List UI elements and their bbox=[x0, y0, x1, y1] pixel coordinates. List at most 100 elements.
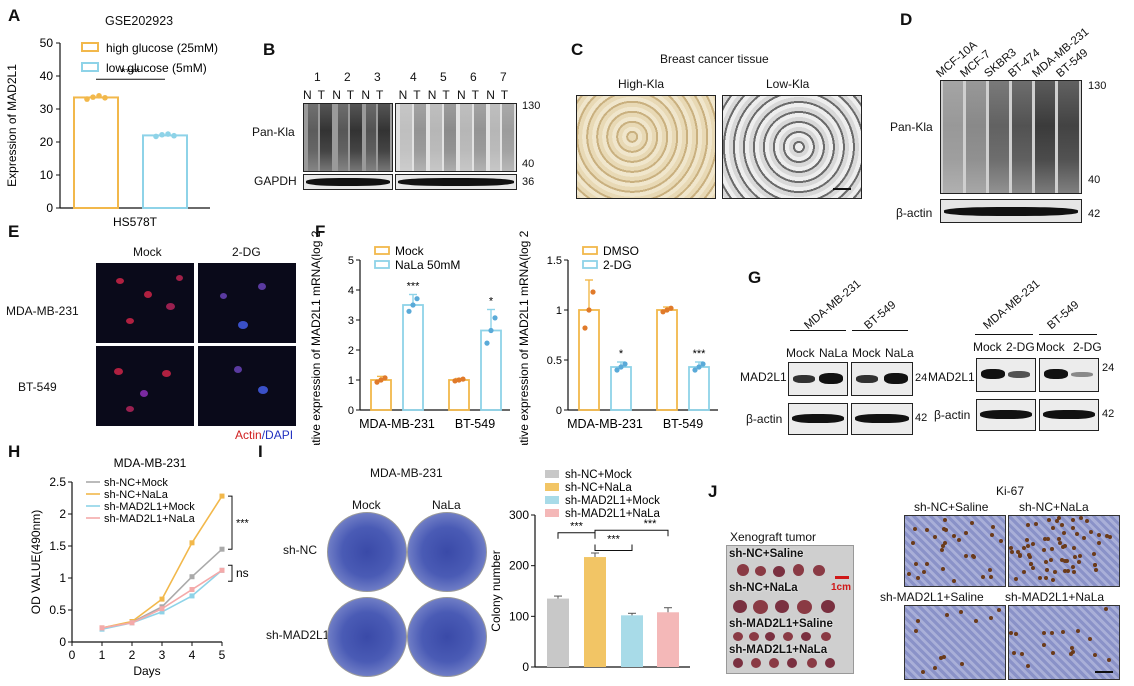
panel-g-right-line-bt549: BT-549 bbox=[1045, 298, 1082, 332]
data-point bbox=[582, 325, 588, 331]
y-tick-label: 1 bbox=[556, 305, 562, 317]
panel-e-image-bt549-mock bbox=[96, 346, 194, 426]
y-tick-label: 2.5 bbox=[49, 475, 66, 489]
bar bbox=[448, 379, 470, 411]
y-tick-label: 1 bbox=[348, 375, 354, 387]
data-point bbox=[456, 377, 462, 383]
ki67-positive-nucleus bbox=[1049, 558, 1053, 562]
y-tick-label: 2 bbox=[59, 507, 66, 521]
ki67-positive-nucleus bbox=[945, 613, 949, 617]
y-tick-label: 4 bbox=[348, 285, 354, 297]
ki67-positive-nucleus bbox=[970, 521, 974, 525]
panel-i-chart: 0 100 200 300 Colony number *** *** *** sh-NC+Mo… bbox=[489, 469, 690, 674]
panel-g-left-actin-blot-1 bbox=[788, 403, 848, 435]
colony-dish-shmad2l1-mock bbox=[327, 597, 407, 677]
legend-swatch bbox=[545, 509, 559, 517]
nt-label: T bbox=[471, 88, 479, 102]
panel-a-chart: 0 10 20 30 40 50 Expression of MAD2L1 HS578T ***… bbox=[5, 36, 218, 229]
panel-g-left-treatments: Mock NaLa Mock NaLa bbox=[786, 346, 926, 360]
ki67-positive-nucleus bbox=[1043, 537, 1047, 541]
data-point bbox=[219, 567, 225, 573]
data-point bbox=[586, 307, 592, 313]
legend-swatch bbox=[582, 260, 598, 269]
panel-d-actin-blot bbox=[940, 199, 1082, 223]
ki67-label-shnc-saline: sh-NC+Saline bbox=[914, 500, 989, 514]
ki67-positive-nucleus bbox=[1089, 530, 1093, 534]
sig-bracket bbox=[557, 532, 596, 539]
sig-bracket bbox=[594, 544, 633, 551]
y-tick-label: 1.5 bbox=[547, 255, 562, 267]
ki67-positive-nucleus bbox=[1107, 658, 1111, 662]
ki67-positive-nucleus bbox=[1085, 519, 1089, 523]
stain-dapi: /DAPI bbox=[261, 428, 294, 442]
bar bbox=[578, 309, 600, 411]
treat-2dg: 2-DG bbox=[1006, 340, 1035, 354]
y-tick-label: 300 bbox=[509, 508, 529, 522]
data-point bbox=[452, 378, 458, 384]
ki67-positive-nucleus bbox=[1050, 631, 1054, 635]
ki67-positive-nucleus bbox=[1060, 558, 1064, 562]
ki67-positive-nucleus bbox=[1082, 536, 1086, 540]
panel-g-right-actin-blot-1 bbox=[976, 399, 1036, 431]
ki67-positive-nucleus bbox=[1108, 535, 1112, 539]
ki67-positive-nucleus bbox=[1071, 650, 1075, 654]
panel-g-right-headers: MDA-MB-231 BT-549 bbox=[975, 270, 1125, 345]
ki67-positive-nucleus bbox=[964, 554, 968, 558]
ki67-positive-nucleus bbox=[1104, 607, 1108, 611]
data-point bbox=[189, 574, 195, 580]
y-tick-label: 30 bbox=[40, 102, 54, 116]
treat-2dg: 2-DG bbox=[1073, 340, 1102, 354]
legend-label: sh-MAD2L1+Mock bbox=[565, 495, 660, 507]
data-point bbox=[171, 132, 177, 139]
data-point bbox=[189, 587, 195, 593]
nt-label: T bbox=[376, 88, 384, 102]
panel-a-title: GSE202923 bbox=[105, 14, 174, 28]
x-axis-label: Days bbox=[133, 664, 160, 678]
panel-label-j: J bbox=[708, 482, 718, 501]
ki67-positive-nucleus bbox=[916, 576, 920, 580]
sig-bracket bbox=[594, 529, 669, 537]
ki67-positive-nucleus bbox=[925, 528, 929, 532]
legend-swatch bbox=[582, 246, 598, 255]
panel-i-col-mock: Mock bbox=[352, 498, 381, 512]
legend-label: Mock bbox=[395, 244, 425, 258]
panel-label-f: F bbox=[315, 222, 326, 241]
xeno-scale-bar bbox=[835, 576, 849, 579]
xeno-row-label: sh-MAD2L1+NaLa bbox=[729, 644, 828, 656]
ki67-positive-nucleus bbox=[940, 548, 944, 552]
panel-label-i: I bbox=[258, 442, 263, 461]
bar bbox=[584, 557, 606, 667]
panel-label-d: D bbox=[900, 10, 913, 29]
ki67-positive-nucleus bbox=[1026, 544, 1030, 548]
panel-g-right-mw-42: 42 bbox=[1102, 408, 1115, 420]
y-tick-label: 200 bbox=[509, 559, 529, 573]
ki67-positive-nucleus bbox=[1053, 570, 1057, 574]
panel-g-left-mw-42: 42 bbox=[915, 412, 928, 424]
ki67-positive-nucleus bbox=[1026, 664, 1030, 668]
ki67-positive-nucleus bbox=[1016, 550, 1020, 554]
panel-g-left-mad2l1-blot-1 bbox=[788, 362, 848, 396]
legend-label: high glucose (25mM) bbox=[106, 41, 218, 55]
ki67-positive-nucleus bbox=[1078, 554, 1082, 558]
nt-label: N bbox=[486, 88, 495, 102]
ki67-positive-nucleus bbox=[911, 541, 915, 545]
ki67-positive-nucleus bbox=[1076, 629, 1080, 633]
y-axis-label: OD VALUE(490nm) bbox=[29, 510, 43, 614]
x-tick-label: MDA-MB-231 bbox=[567, 417, 643, 431]
ki67-positive-nucleus bbox=[1051, 578, 1055, 582]
ki67-positive-nucleus bbox=[989, 616, 993, 620]
data-point bbox=[692, 367, 698, 373]
data-point bbox=[460, 376, 466, 382]
ki67-positive-nucleus bbox=[989, 575, 993, 579]
sig-label: *** bbox=[236, 518, 250, 530]
ki67-positive-nucleus bbox=[1088, 637, 1092, 641]
data-point bbox=[622, 361, 628, 367]
panel-j-xenograft-photo: sh-NC+Saline sh-NC+NaLa sh-MAD2L1+Saline… bbox=[726, 545, 854, 674]
panel-g-right-actin-blot-2 bbox=[1039, 399, 1099, 431]
x-tick-label: BT-549 bbox=[663, 417, 703, 431]
panel-c-right-label: Low-Kla bbox=[766, 77, 810, 91]
data-point bbox=[492, 315, 498, 321]
panel-e-col-2dg: 2-DG bbox=[232, 245, 261, 259]
panel-b-pankla-blot-right bbox=[395, 103, 517, 172]
ki67-positive-nucleus bbox=[943, 541, 947, 545]
